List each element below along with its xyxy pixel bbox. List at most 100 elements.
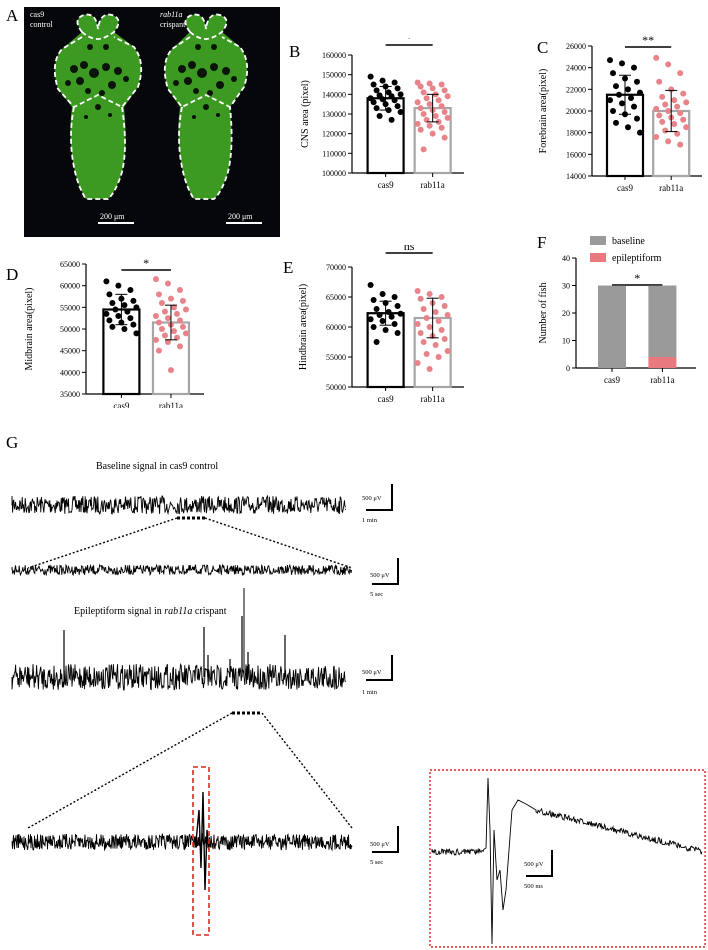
data-point: [158, 326, 165, 332]
data-point: [656, 78, 663, 85]
x-tick-label: cas9: [617, 183, 633, 193]
data-point: [367, 282, 374, 288]
data-point: [373, 105, 380, 112]
label-crispant: crispant: [160, 20, 186, 29]
eeg-traces: 500 μV 1 min 500 μV 5 sec 500 μV 1 min 5…: [11, 484, 706, 948]
data-point: [420, 89, 427, 96]
data-point: [414, 360, 421, 366]
y-axis-label: CNS area (pixel): [300, 80, 311, 148]
panel-letter-e: E: [283, 258, 294, 277]
data-point: [370, 324, 377, 330]
data-point: [634, 78, 640, 85]
eeg-baseline-1min: [11, 494, 347, 516]
y-tick-label: 22000: [566, 85, 586, 94]
data-point: [625, 86, 631, 93]
label-rab11a: rab11a: [160, 10, 183, 19]
eeg-baseline-5sec: [11, 563, 353, 577]
data-point: [106, 317, 113, 324]
data-point: [155, 291, 162, 298]
data-point: [435, 118, 442, 125]
data-point: [674, 130, 681, 137]
data-point: [182, 306, 189, 313]
data-point: [414, 99, 421, 106]
scale-bar-4: [372, 826, 399, 853]
chart-number-of-fish: 0 10 20 30 40 Number of fish * cas9 rab11a baseli…: [538, 236, 696, 385]
chart-forebrain-area: 14000 16000 18000 20000 22000 24000 26000 Foreb…: [538, 33, 702, 193]
data-point: [158, 300, 165, 306]
y-tick-label: 26000: [566, 42, 586, 51]
title-epi-prefix: Epileptiform signal in: [74, 606, 165, 617]
x-tick-label: cas9: [113, 401, 129, 408]
y-tick-label: 65000: [60, 260, 80, 269]
data-point: [680, 116, 687, 123]
significance-label: *: [634, 271, 640, 285]
data-point: [426, 366, 433, 372]
eeg-epileptiform-1min: [11, 662, 346, 691]
x-tick-label: rab11a: [659, 183, 683, 193]
data-point: [671, 97, 678, 104]
y-tick-label: 0: [566, 364, 570, 373]
data-point: [420, 339, 427, 345]
burst: [195, 791, 210, 891]
data-point: [417, 126, 424, 133]
y-tick-label: 50000: [60, 325, 80, 334]
data-point: [376, 312, 383, 318]
highlight-box-inset: [429, 769, 706, 948]
y-tick-label: 55000: [326, 353, 346, 362]
scale-500ms-inset: 500 ms: [524, 883, 543, 890]
y-tick-label: 50000: [326, 383, 346, 392]
scale-uv-inset: 500 μV: [524, 861, 544, 868]
data-point: [432, 309, 439, 315]
label-control: control: [30, 20, 53, 29]
data-point: [438, 327, 445, 333]
data-point: [426, 101, 433, 108]
legend-swatch-baseline: [590, 236, 606, 245]
data-point: [441, 109, 448, 116]
data-point: [631, 103, 637, 110]
data-point: [619, 60, 625, 67]
data-point: [610, 70, 616, 77]
y-tick-label: 60000: [326, 323, 346, 332]
data-point: [426, 291, 433, 297]
data-point: [373, 306, 380, 312]
data-point: [680, 90, 687, 97]
zoom-line-right-baseline: [204, 517, 353, 569]
significance-label: *: [406, 38, 412, 45]
data-point: [155, 347, 162, 354]
data-point: [619, 100, 625, 107]
scale-label-left: 200 μm: [100, 212, 125, 221]
x-tick-label: rab11a: [159, 401, 183, 408]
data-point: [637, 89, 643, 96]
bar-segment-baseline: [648, 285, 677, 357]
y-tick-label: 20: [562, 309, 570, 318]
data-point: [167, 295, 174, 302]
data-point: [373, 339, 380, 345]
data-point: [152, 313, 159, 319]
data-point: [625, 124, 631, 131]
data-point: [391, 294, 398, 300]
scale-bar-2: [372, 558, 399, 585]
title-epi-italic: rab11a: [164, 606, 193, 617]
data-point: [391, 79, 398, 86]
data-point: [665, 61, 672, 68]
chart-midbrain-area: 35000 40000 45000 50000 55000 60000 65000 Midbr…: [24, 256, 204, 408]
data-point: [441, 303, 448, 309]
y-axis-label: Midbrain area(pixel): [24, 287, 35, 370]
data-point: [637, 129, 643, 136]
data-point: [607, 97, 613, 104]
data-point: [417, 83, 424, 90]
data-point: [388, 116, 395, 123]
data-point: [677, 110, 684, 117]
data-point: [152, 276, 159, 283]
y-tick-label: 20000: [566, 107, 586, 116]
bar-cas9: [366, 97, 405, 175]
bar-segment-baseline: [598, 285, 626, 368]
data-point: [677, 70, 684, 77]
data-point: [161, 308, 168, 315]
data-point: [379, 96, 386, 103]
data-point: [391, 97, 398, 104]
y-tick-label: 160000: [322, 51, 346, 60]
data-point: [394, 85, 401, 92]
data-point: [391, 321, 398, 327]
data-point: [659, 93, 666, 100]
